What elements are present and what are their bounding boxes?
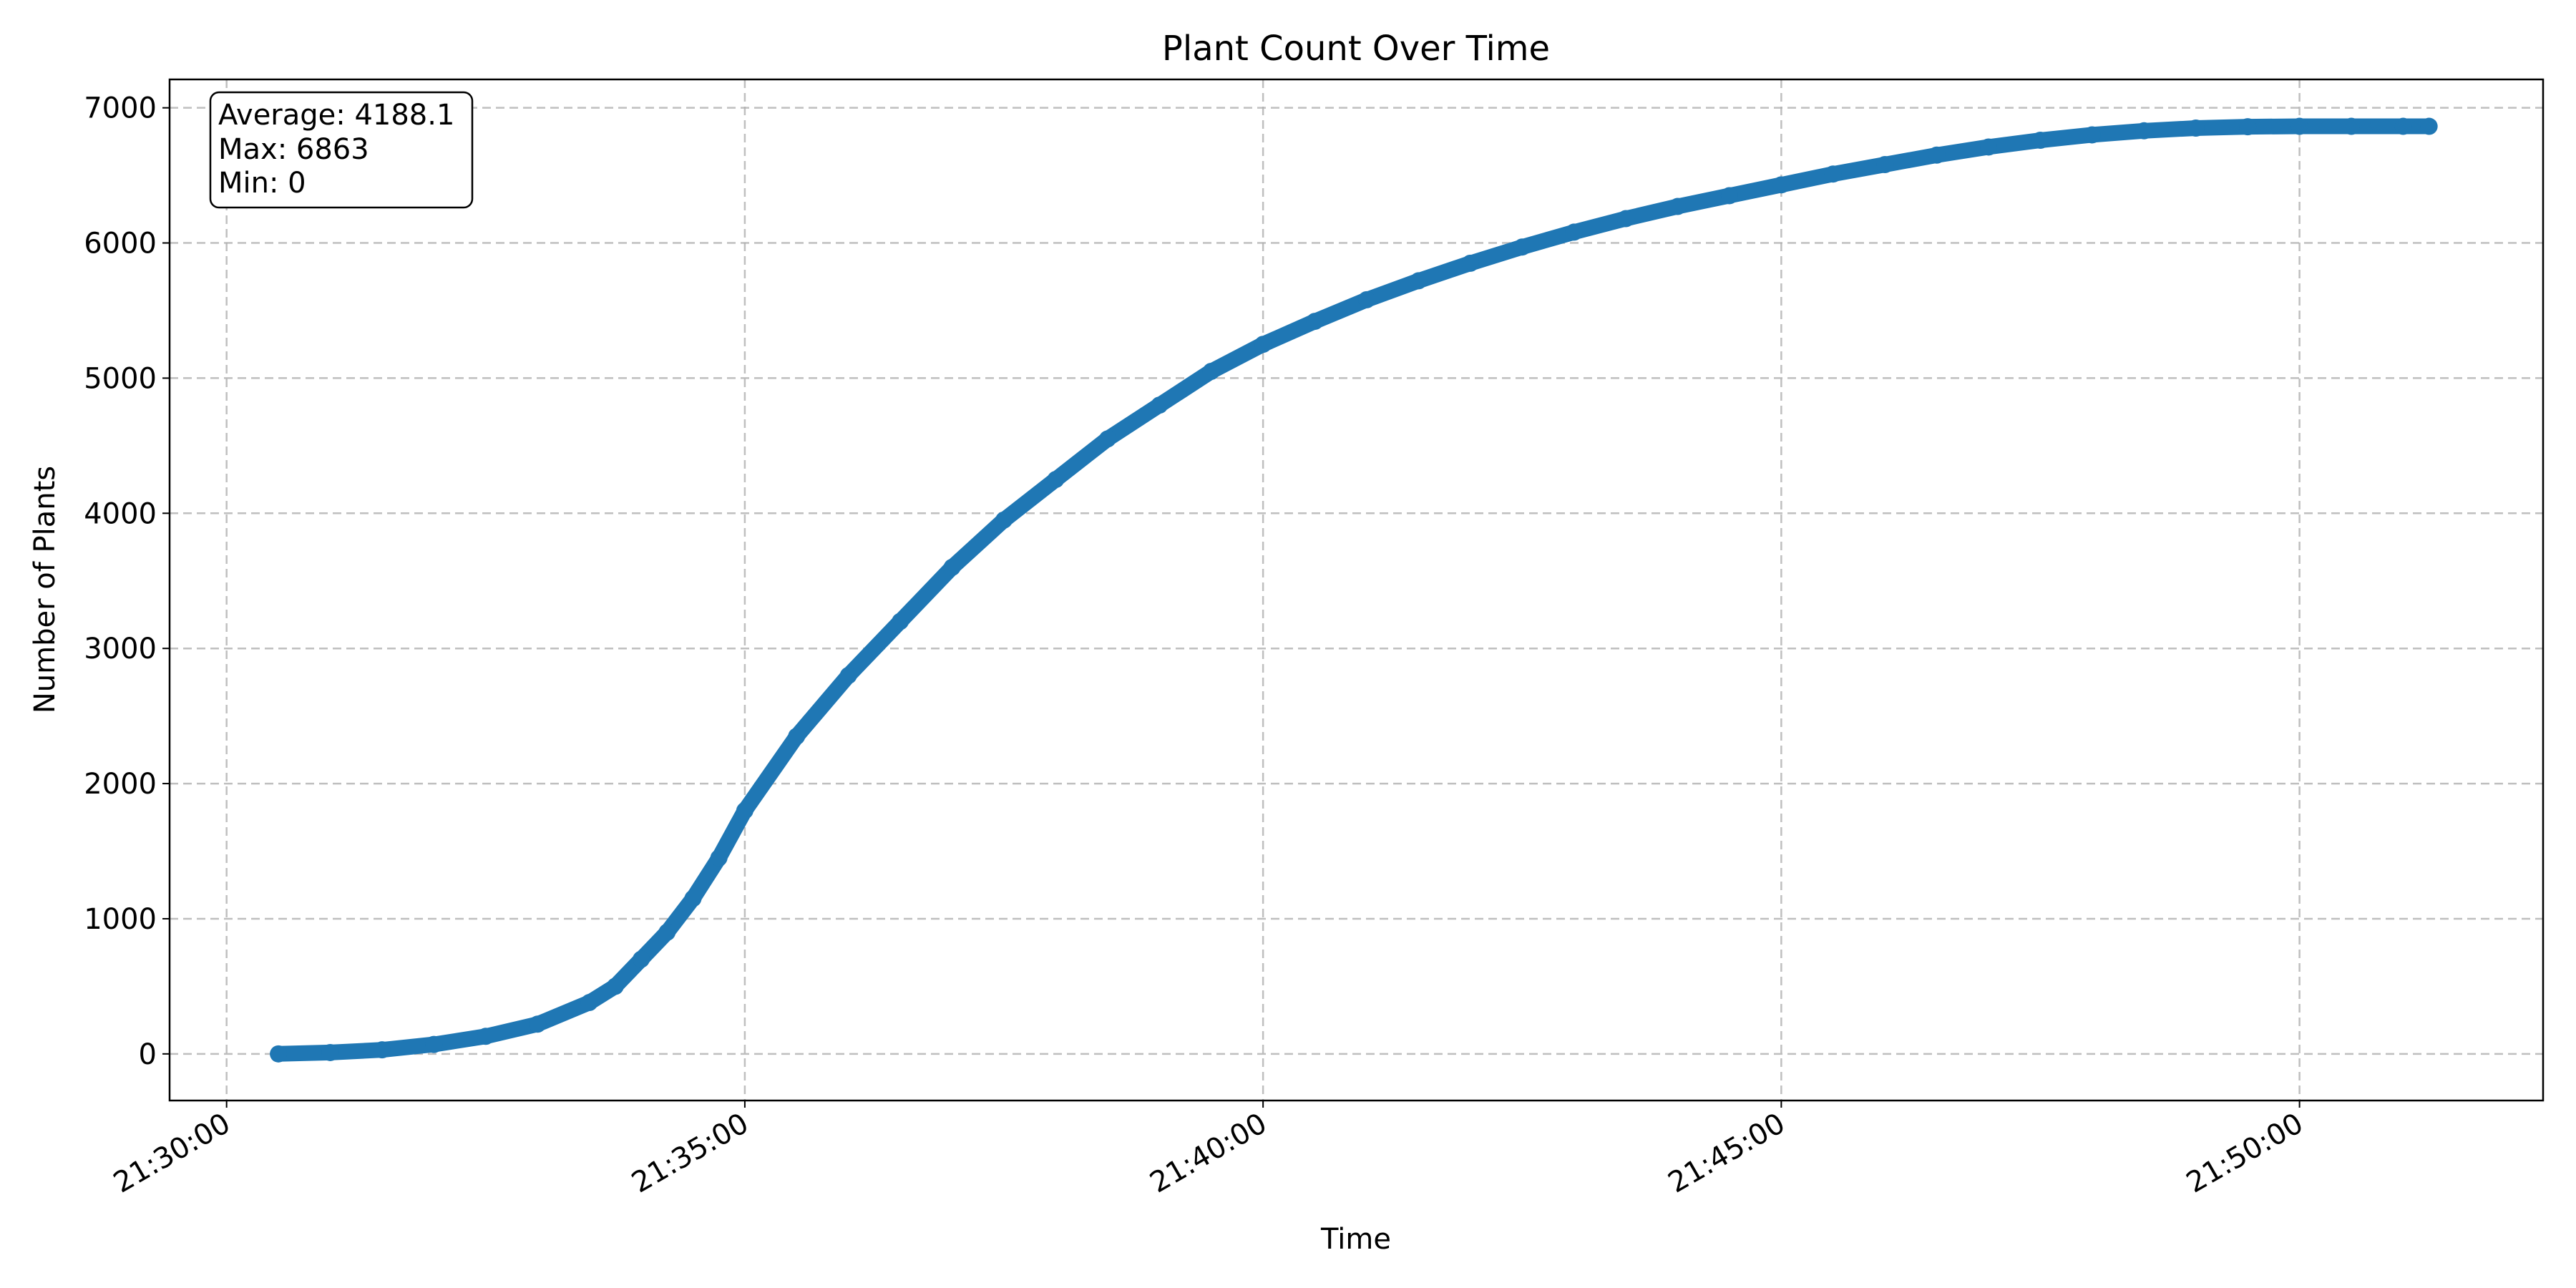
- data-point-0: [270, 1045, 288, 1063]
- data-point-40: [2187, 119, 2205, 137]
- series-layer: [270, 117, 2438, 1063]
- data-point-35: [1928, 146, 1946, 164]
- data-point-16: [943, 558, 961, 576]
- series-line-0: [270, 118, 2437, 1062]
- stats-max: Max: 6863: [218, 133, 369, 166]
- data-point-27: [1513, 238, 1531, 256]
- data-point-17: [995, 511, 1013, 529]
- y-tick-label-6000: 6000: [84, 228, 157, 260]
- data-point-31: [1720, 187, 1738, 205]
- data-point-28: [1565, 223, 1583, 241]
- data-point-1: [321, 1043, 339, 1061]
- y-tick-label-0: 0: [139, 1038, 157, 1071]
- data-point-18: [1047, 471, 1065, 489]
- data-point-22: [1254, 336, 1272, 353]
- data-point-3: [425, 1035, 443, 1053]
- stats-box-frame: [209, 91, 474, 209]
- data-point-24: [1357, 291, 1375, 308]
- chart-title: Plant Count Over Time: [1162, 29, 1550, 69]
- stats-min: Min: 0: [218, 167, 306, 200]
- y-tick-label-4000: 4000: [84, 497, 157, 530]
- data-point-10: [684, 889, 702, 907]
- data-point-38: [2083, 126, 2101, 144]
- data-point-29: [1617, 210, 1635, 228]
- data-point-30: [1669, 197, 1687, 215]
- data-point-41: [2239, 118, 2257, 136]
- x-axis-title: Time: [1320, 1223, 1391, 1256]
- data-point-19: [1098, 430, 1116, 448]
- data-point-6: [580, 994, 598, 1012]
- y-tick-label-3000: 3000: [84, 633, 157, 665]
- data-point-33: [1824, 165, 1842, 183]
- data-point-8: [633, 950, 650, 968]
- y-tick-label-5000: 5000: [84, 362, 157, 395]
- data-point-9: [658, 923, 676, 941]
- data-point-34: [1876, 155, 1894, 173]
- data-point-36: [1980, 138, 1998, 156]
- data-point-4: [477, 1028, 494, 1045]
- data-point-32: [1772, 176, 1790, 194]
- data-point-13: [788, 727, 806, 745]
- y-axis-title: Number of Plants: [29, 466, 62, 713]
- stats-average: Average: 4188.1: [218, 99, 454, 132]
- stats-box: Average: 4188.1 Max: 6863 Min: 0: [209, 91, 474, 209]
- data-point-21: [1202, 362, 1220, 380]
- data-point-25: [1410, 272, 1428, 290]
- data-point-45: [2420, 117, 2438, 135]
- data-point-12: [736, 801, 753, 819]
- data-point-15: [892, 613, 909, 630]
- y-tick-label-2000: 2000: [84, 768, 157, 801]
- y-tick-label-1000: 1000: [84, 903, 157, 936]
- data-point-39: [2135, 122, 2153, 140]
- grid-layer: [170, 79, 2543, 1101]
- data-point-2: [373, 1041, 391, 1059]
- data-point-11: [710, 849, 728, 867]
- data-point-5: [529, 1015, 547, 1033]
- data-point-37: [2031, 131, 2049, 149]
- data-point-42: [2290, 117, 2308, 135]
- y-tick-label-7000: 7000: [84, 92, 157, 125]
- data-point-14: [839, 666, 857, 684]
- data-point-20: [1151, 396, 1169, 414]
- data-point-44: [2394, 117, 2412, 135]
- data-point-26: [1461, 254, 1479, 272]
- data-point-7: [606, 977, 624, 995]
- data-point-43: [2343, 117, 2361, 135]
- plot-area-frame: [168, 78, 2545, 1102]
- data-point-23: [1306, 313, 1324, 331]
